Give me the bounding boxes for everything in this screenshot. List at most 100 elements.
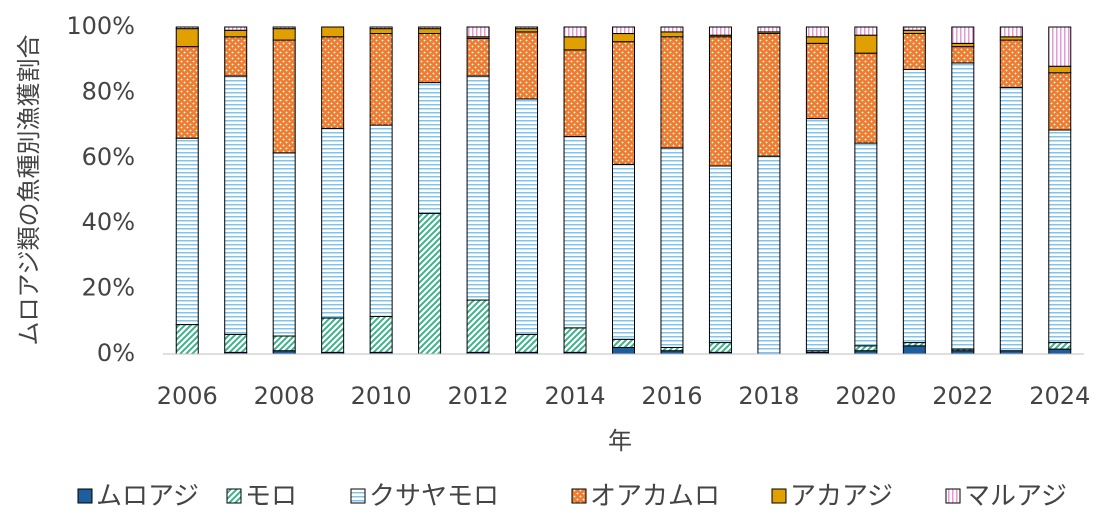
- y-tick-label: 40%: [82, 208, 135, 236]
- bar-segment: [272, 26, 296, 30]
- bar-segment: [902, 345, 926, 355]
- bar-segment: [757, 26, 781, 33]
- x-tick-label: 2024: [1029, 382, 1090, 410]
- bar-segment: [515, 31, 539, 100]
- bar-segment: [854, 345, 878, 352]
- bar-segment: [951, 46, 975, 64]
- legend-marker: [77, 488, 93, 504]
- bar-segment: [854, 26, 878, 36]
- y-tick-label: 80%: [82, 77, 135, 105]
- x-tick-label: 2016: [641, 382, 702, 410]
- bar-segment: [1048, 72, 1072, 131]
- bar-segment: [612, 33, 635, 43]
- bar-segment: [660, 36, 684, 149]
- legend-label: クサヤモロ: [369, 482, 499, 512]
- legend-label: モロ: [245, 482, 297, 512]
- legend-label: オアカムロ: [590, 482, 720, 512]
- bar-segment: [224, 26, 248, 31]
- y-tick-label: 0%: [97, 339, 135, 367]
- bar-segment: [999, 86, 1023, 352]
- bar-segment: [224, 36, 248, 77]
- bar-segment: [805, 118, 829, 352]
- bar-segment: [1048, 26, 1072, 67]
- bar-segment: [1048, 65, 1072, 74]
- y-tick-label: 100%: [66, 12, 135, 40]
- bar-segment: [708, 165, 732, 344]
- legend-marker: [350, 488, 366, 504]
- bar-segment: [369, 28, 393, 35]
- bar-segment: [854, 142, 878, 347]
- bar-segment: [999, 26, 1023, 38]
- bar-segment: [805, 36, 829, 44]
- bar-segment: [418, 33, 442, 84]
- bar-segment: [175, 28, 199, 48]
- bar-segment: [999, 39, 1023, 88]
- legend-label: ムロアジ: [96, 482, 199, 512]
- bar-segment: [466, 26, 490, 38]
- bar-segment: [563, 327, 587, 353]
- bar-segment: [369, 33, 393, 126]
- bar-segment: [854, 34, 878, 54]
- bar-segment: [612, 163, 635, 340]
- bar-segment: [418, 212, 442, 355]
- bar-segment: [757, 155, 781, 355]
- bar-segment: [224, 333, 248, 353]
- x-tick-label: 2012: [448, 382, 509, 410]
- bar-segment: [708, 26, 732, 36]
- bar-segment: [563, 26, 587, 38]
- x-tick-label: 2008: [254, 382, 315, 410]
- bar-segment: [369, 315, 393, 353]
- bar-segment: [418, 26, 442, 30]
- x-tick-label: 2010: [351, 382, 412, 410]
- x-tick-label: 2006: [157, 382, 218, 410]
- bar-segment: [660, 147, 684, 348]
- bar-segment: [951, 26, 975, 44]
- bar-segment: [272, 335, 296, 352]
- bar-segment: [224, 29, 248, 38]
- legend-marker: [571, 488, 587, 504]
- x-axis-title: 年: [608, 427, 632, 455]
- bar-segment: [563, 136, 587, 329]
- bar-segment: [369, 124, 393, 317]
- bar-segment: [418, 28, 442, 35]
- bar-segment: [321, 317, 345, 353]
- bar-segment: [321, 36, 345, 129]
- bar-segment: [805, 26, 829, 38]
- bar-segment: [369, 26, 393, 30]
- bar-segment: [175, 324, 199, 355]
- bar-segment: [805, 42, 829, 120]
- bar-segment: [660, 26, 684, 33]
- bar-segment: [466, 37, 490, 77]
- bar-segment: [1048, 342, 1072, 350]
- legend-marker: [226, 488, 242, 504]
- x-tick-label: 2018: [738, 382, 799, 410]
- bar-segment: [175, 46, 199, 139]
- bar-segment: [612, 41, 635, 165]
- bar-segment: [563, 49, 587, 138]
- bar-segment: [854, 52, 878, 144]
- bar-segment: [321, 127, 345, 319]
- bar-segment: [272, 152, 296, 337]
- bar-segment: [321, 26, 345, 38]
- bar-segment: [515, 98, 539, 335]
- legend-label: マルアジ: [964, 482, 1067, 512]
- bar-segment: [902, 69, 926, 344]
- bar-segment: [515, 26, 539, 30]
- bar-segment: [757, 33, 781, 157]
- bar-segment: [660, 31, 684, 38]
- bar-segment: [224, 75, 248, 335]
- bar-segment: [612, 26, 635, 35]
- x-tick-label: 2022: [932, 382, 993, 410]
- bar-segment: [1048, 129, 1072, 344]
- bar-segment: [272, 28, 296, 41]
- bar-segment: [175, 137, 199, 326]
- bar-segment: [951, 62, 975, 350]
- bar-segment: [708, 36, 732, 167]
- bar-segment: [902, 33, 926, 71]
- bar-segment: [466, 299, 490, 353]
- bar-segment: [466, 75, 490, 301]
- x-tick-label: 2014: [544, 382, 605, 410]
- bar-segment: [1048, 348, 1072, 355]
- legend-marker: [771, 488, 787, 504]
